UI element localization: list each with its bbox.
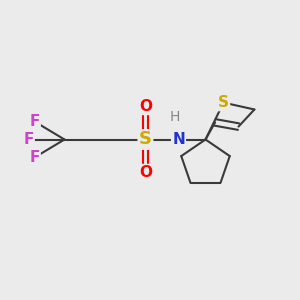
Text: F: F xyxy=(23,132,34,147)
Text: F: F xyxy=(29,114,40,129)
Text: O: O xyxy=(139,99,152,114)
Text: F: F xyxy=(29,150,40,165)
Text: O: O xyxy=(139,165,152,180)
Text: N: N xyxy=(172,132,185,147)
Text: S: S xyxy=(218,95,229,110)
Text: S: S xyxy=(139,130,152,148)
Text: H: H xyxy=(170,110,180,124)
